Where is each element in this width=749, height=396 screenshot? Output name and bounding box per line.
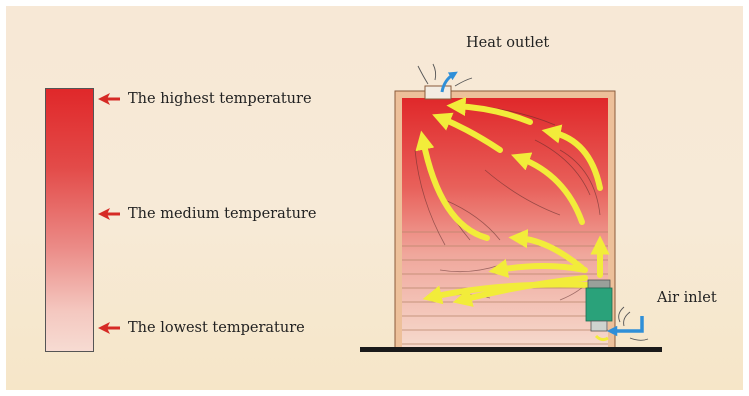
legend-item-lowest: The lowest temperature bbox=[96, 318, 305, 338]
air-inlet-label: Air inlet bbox=[657, 290, 717, 306]
hot-air-flow-arrows bbox=[415, 96, 610, 307]
outlet-wisps bbox=[417, 63, 473, 87]
legend-item-medium: The medium temperature bbox=[96, 204, 316, 224]
diagram-background bbox=[6, 6, 743, 390]
arrow-left-icon bbox=[98, 93, 120, 105]
arrow-left-icon bbox=[98, 208, 120, 220]
legend-label-medium: The medium temperature bbox=[128, 206, 317, 222]
arrow-left-icon bbox=[98, 322, 120, 334]
wind-icon bbox=[618, 306, 649, 341]
floor-line bbox=[360, 347, 662, 352]
heater-icon bbox=[585, 279, 613, 342]
air-inlet-arrow bbox=[606, 316, 644, 337]
heat-outlet-label: Heat outlet bbox=[466, 35, 550, 51]
heat-outlet-arrow bbox=[440, 71, 458, 93]
legend-label-highest: The highest temperature bbox=[128, 91, 312, 107]
heat-outlet-vent bbox=[424, 85, 452, 100]
temperature-gradient-bar bbox=[45, 88, 94, 352]
legend-item-highest: The highest temperature bbox=[96, 89, 312, 109]
legend-label-lowest: The lowest temperature bbox=[128, 320, 305, 336]
